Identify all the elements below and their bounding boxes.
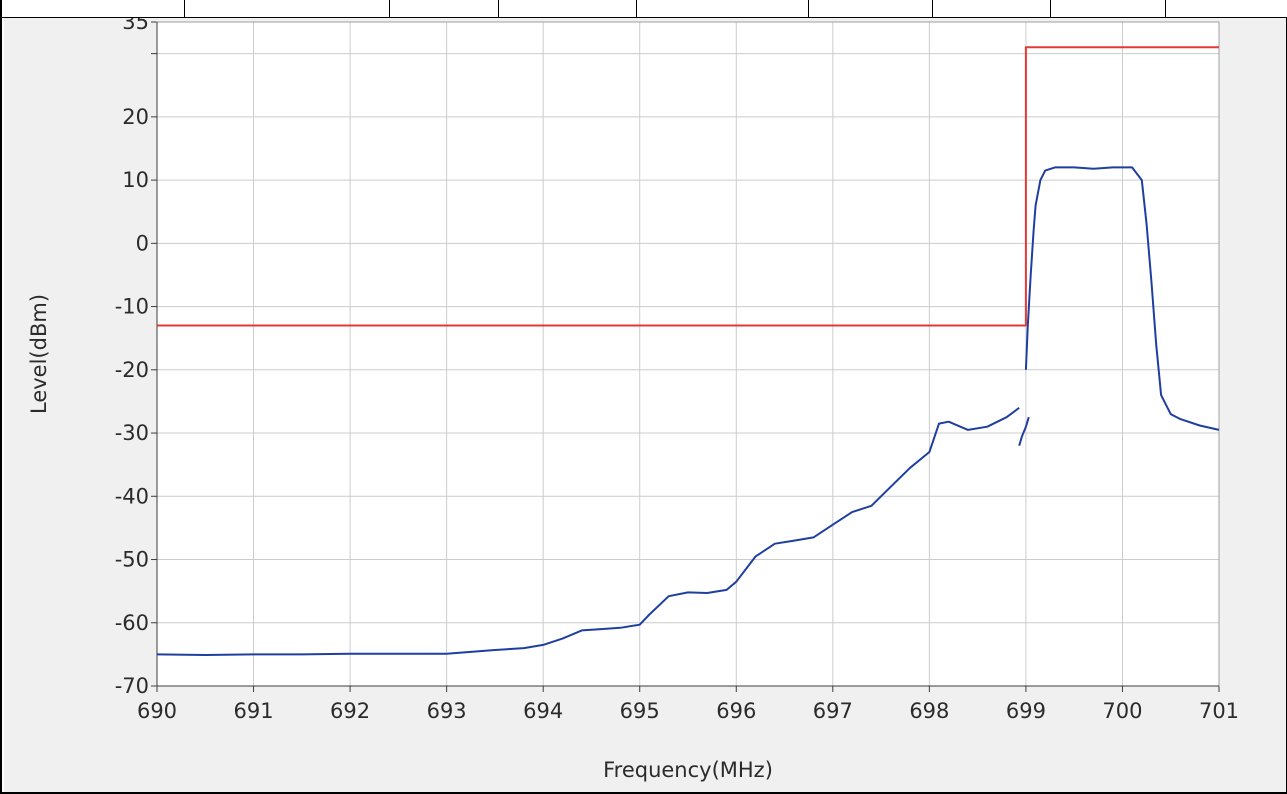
measured-trace-line [1018, 416, 1030, 446]
limit-mask-line [157, 46, 1219, 327]
y-tick-label: -30 [115, 421, 149, 445]
table-column-divider [1050, 0, 1051, 17]
x-tick-label: 699 [1006, 699, 1046, 723]
y-tick-label: -20 [115, 358, 149, 382]
plot-area [157, 22, 1219, 686]
table-column-divider [1165, 0, 1166, 17]
y-tick-label: -70 [115, 674, 149, 698]
axes: 690 691 692 693 694 695 696 697 698 699 700 701 35 20… [115, 18, 1239, 723]
x-tick-label: 694 [523, 699, 563, 723]
x-tick-label: 691 [233, 699, 273, 723]
y-tick-label: 20 [122, 105, 149, 129]
chart-panel: 690 691 692 693 694 695 696 697 698 699 700 701 35 20… [4, 18, 1286, 792]
frequency-level-chart: 690 691 692 693 694 695 696 697 698 699 700 701 35 20… [27, 18, 1239, 782]
x-tick-label: 700 [1102, 699, 1142, 723]
x-tick-label: 696 [716, 699, 756, 723]
table-column-divider [498, 0, 499, 17]
table-row [2, 0, 1287, 18]
table-column-divider [932, 0, 933, 17]
y-tick-label: -10 [115, 295, 149, 319]
y-tick-label: -50 [115, 548, 149, 572]
x-tick-label: 701 [1199, 699, 1239, 723]
x-tick-label: 693 [427, 699, 467, 723]
table-column-divider [808, 0, 809, 17]
grid [157, 22, 1219, 686]
y-axis-label: Level(dBm) [27, 294, 51, 414]
measured-trace-line [1024, 166, 1220, 431]
x-tick-label: 692 [330, 699, 370, 723]
table-column-divider [184, 0, 185, 17]
y-tick-label: -40 [115, 484, 149, 508]
series [156, 46, 1220, 656]
y-tick-label: 35 [122, 18, 149, 34]
y-tick-label: 0 [136, 231, 149, 255]
x-tick-label: 698 [909, 699, 949, 723]
y-tick-label: 10 [122, 168, 149, 192]
table-column-divider [636, 0, 637, 17]
y-tick-label: -60 [115, 611, 149, 635]
x-tick-label: 690 [137, 699, 177, 723]
x-axis-label: Frequency(MHz) [603, 758, 773, 782]
x-tick-label: 697 [813, 699, 853, 723]
measured-trace-line [156, 406, 1020, 656]
x-tick-label: 695 [620, 699, 660, 723]
table-column-divider [389, 0, 390, 17]
